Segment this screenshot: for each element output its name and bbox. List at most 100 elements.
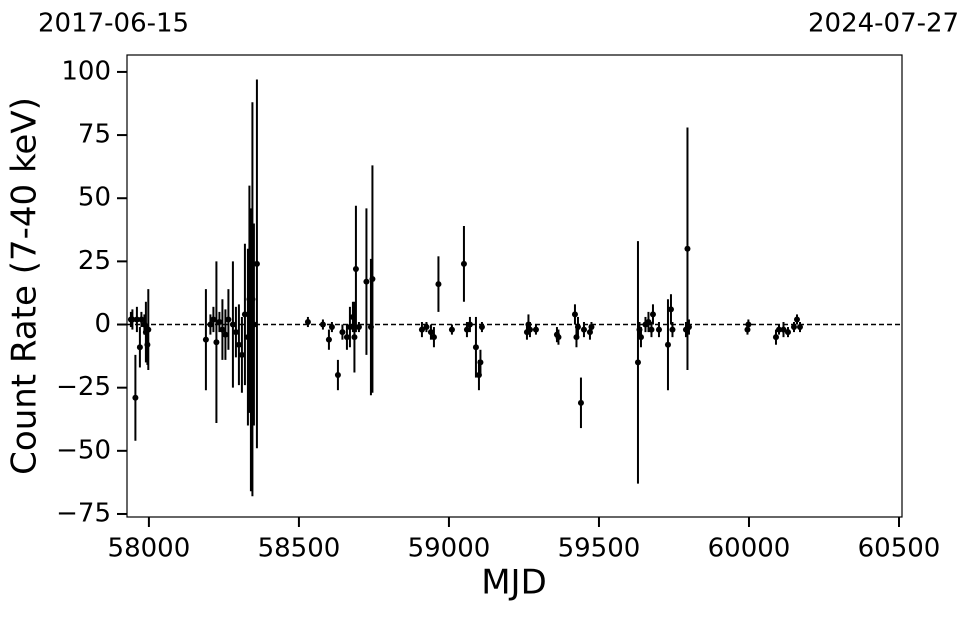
data-point [418, 326, 425, 333]
data-point [427, 329, 434, 336]
data-point [772, 334, 779, 341]
data-point [745, 321, 752, 328]
data-point [334, 372, 341, 379]
data-point [460, 260, 467, 267]
data-point [466, 321, 473, 328]
data-point [664, 341, 671, 348]
data-point [235, 341, 242, 348]
start-date: 2017-06-15 [38, 9, 189, 39]
data-point [145, 326, 152, 333]
data-point [555, 334, 562, 341]
x-tick-label: 58500 [258, 534, 341, 564]
data-point [304, 318, 311, 325]
data-point [430, 334, 437, 341]
data-point [222, 331, 229, 338]
data-point [784, 329, 791, 336]
data-point [241, 311, 248, 318]
data-point [649, 311, 656, 318]
data-point [244, 334, 251, 341]
data-point [577, 399, 584, 406]
data-point [363, 278, 370, 285]
data-point [472, 344, 479, 351]
data-point [586, 329, 593, 336]
y-tick-label: −25 [56, 372, 111, 402]
data-point [247, 346, 254, 353]
y-axis-label: Count Rate (7-40 keV) [5, 97, 45, 475]
data-point [138, 316, 145, 323]
data-point [129, 316, 136, 323]
data-point [580, 326, 587, 333]
data-point [325, 336, 332, 343]
data-point [793, 316, 800, 323]
data-point [343, 334, 350, 341]
data-point [349, 313, 356, 320]
data-point [351, 334, 358, 341]
y-tick-label: −50 [56, 435, 111, 465]
x-tick-label: 60000 [708, 534, 791, 564]
data-point [667, 306, 674, 313]
y-tick-label: 50 [78, 183, 111, 213]
data-point [229, 321, 236, 328]
y-tick-label: 0 [94, 309, 111, 339]
data-point [319, 321, 326, 328]
data-point [463, 326, 470, 333]
data-point [369, 276, 376, 283]
data-point [526, 326, 533, 333]
end-date: 2024-07-27 [808, 9, 959, 39]
data-point [634, 359, 641, 366]
data-point [202, 336, 209, 343]
data-point [655, 326, 662, 333]
data-point [210, 316, 217, 323]
data-point [367, 324, 374, 331]
data-point [141, 321, 148, 328]
data-point [249, 296, 256, 303]
data-point [144, 341, 151, 348]
y-tick-label: −75 [56, 498, 111, 528]
data-point [250, 321, 257, 328]
data-point [219, 326, 226, 333]
data-point [648, 326, 655, 333]
data-point [525, 321, 532, 328]
data-point [448, 326, 455, 333]
data-point [684, 245, 691, 252]
data-point [478, 324, 485, 331]
data-point [669, 326, 676, 333]
data-point [780, 326, 787, 333]
data-point [207, 321, 214, 328]
data-point [339, 329, 346, 336]
y-tick-label: 25 [78, 246, 111, 276]
data-point [423, 324, 430, 331]
plot-frame [126, 54, 903, 518]
data-point [136, 344, 143, 351]
y-tick-label: 100 [61, 56, 111, 86]
data-point [355, 324, 362, 331]
data-point [573, 334, 580, 341]
data-point [775, 326, 782, 333]
data-point [637, 334, 644, 341]
data-point [132, 394, 139, 401]
x-axis-label: MJD [481, 563, 547, 603]
x-tick-label: 59500 [558, 534, 641, 564]
data-point [253, 260, 260, 267]
data-point [636, 326, 643, 333]
data-point [744, 326, 751, 333]
x-tick-label: 58000 [108, 534, 191, 564]
data-point [477, 359, 484, 366]
data-point [133, 316, 140, 323]
y-tick-label: 75 [78, 120, 111, 150]
data-point [232, 329, 239, 336]
data-point [475, 372, 482, 379]
data-point [532, 326, 539, 333]
data-point [571, 311, 578, 318]
x-tick-label: 59000 [408, 534, 491, 564]
data-point [790, 324, 797, 331]
data-point [346, 324, 353, 331]
data-point [225, 316, 232, 323]
data-point [328, 324, 335, 331]
data-point [796, 324, 803, 331]
data-point [238, 351, 245, 358]
data-point [213, 339, 220, 346]
data-point [574, 324, 581, 331]
